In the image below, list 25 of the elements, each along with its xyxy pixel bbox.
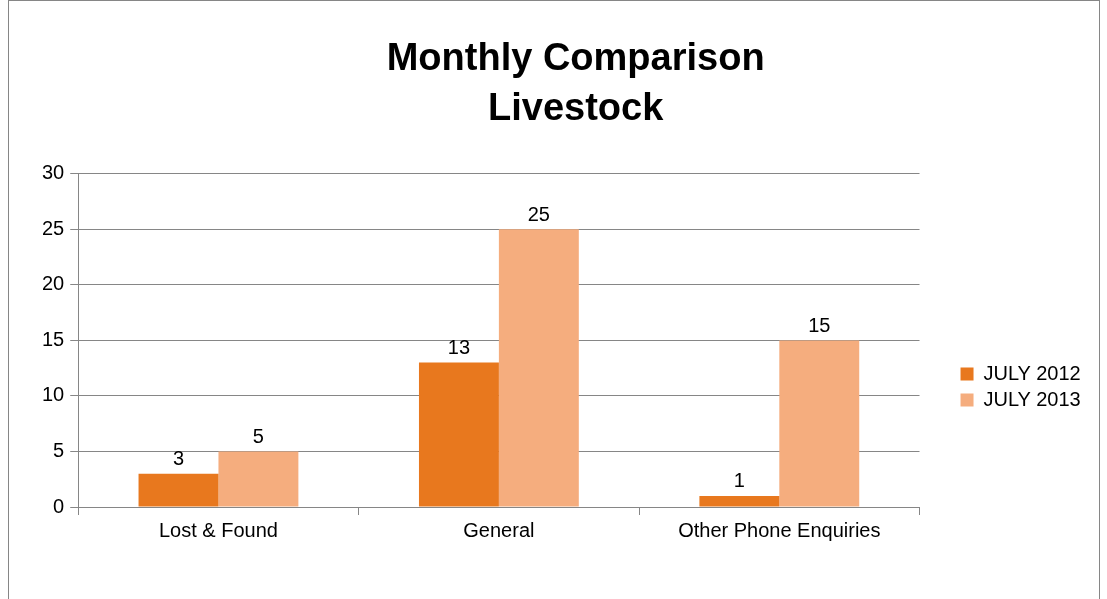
y-tick-label: 5 xyxy=(53,438,65,461)
bar xyxy=(498,229,579,507)
data-label: 3 xyxy=(172,447,185,470)
data-label: 5 xyxy=(252,424,264,447)
y-tick-label: 30 xyxy=(42,161,65,184)
data-label: 25 xyxy=(527,202,550,225)
data-label: 13 xyxy=(447,336,471,359)
legend-label: JULY 2013 xyxy=(983,387,1081,410)
bar xyxy=(699,495,780,507)
y-tick-label: 20 xyxy=(42,272,65,295)
data-label: 15 xyxy=(808,313,831,336)
legend-label: JULY 2012 xyxy=(983,361,1081,384)
y-tick-label: 25 xyxy=(42,216,65,239)
data-label: 1 xyxy=(733,469,745,492)
y-tick-label: 15 xyxy=(42,327,65,350)
y-tick-label: 10 xyxy=(42,383,65,406)
x-tick-label: Lost & Found xyxy=(158,518,278,541)
x-tick-label: Other Phone Enquiries xyxy=(678,518,881,541)
bar xyxy=(418,362,499,507)
bar xyxy=(779,340,860,507)
x-tick-label: General xyxy=(463,518,535,541)
bar xyxy=(138,473,219,507)
bar xyxy=(218,451,299,507)
chart-title: Monthly Comparison Livestock xyxy=(386,36,765,128)
y-tick-label: 0 xyxy=(53,494,65,517)
